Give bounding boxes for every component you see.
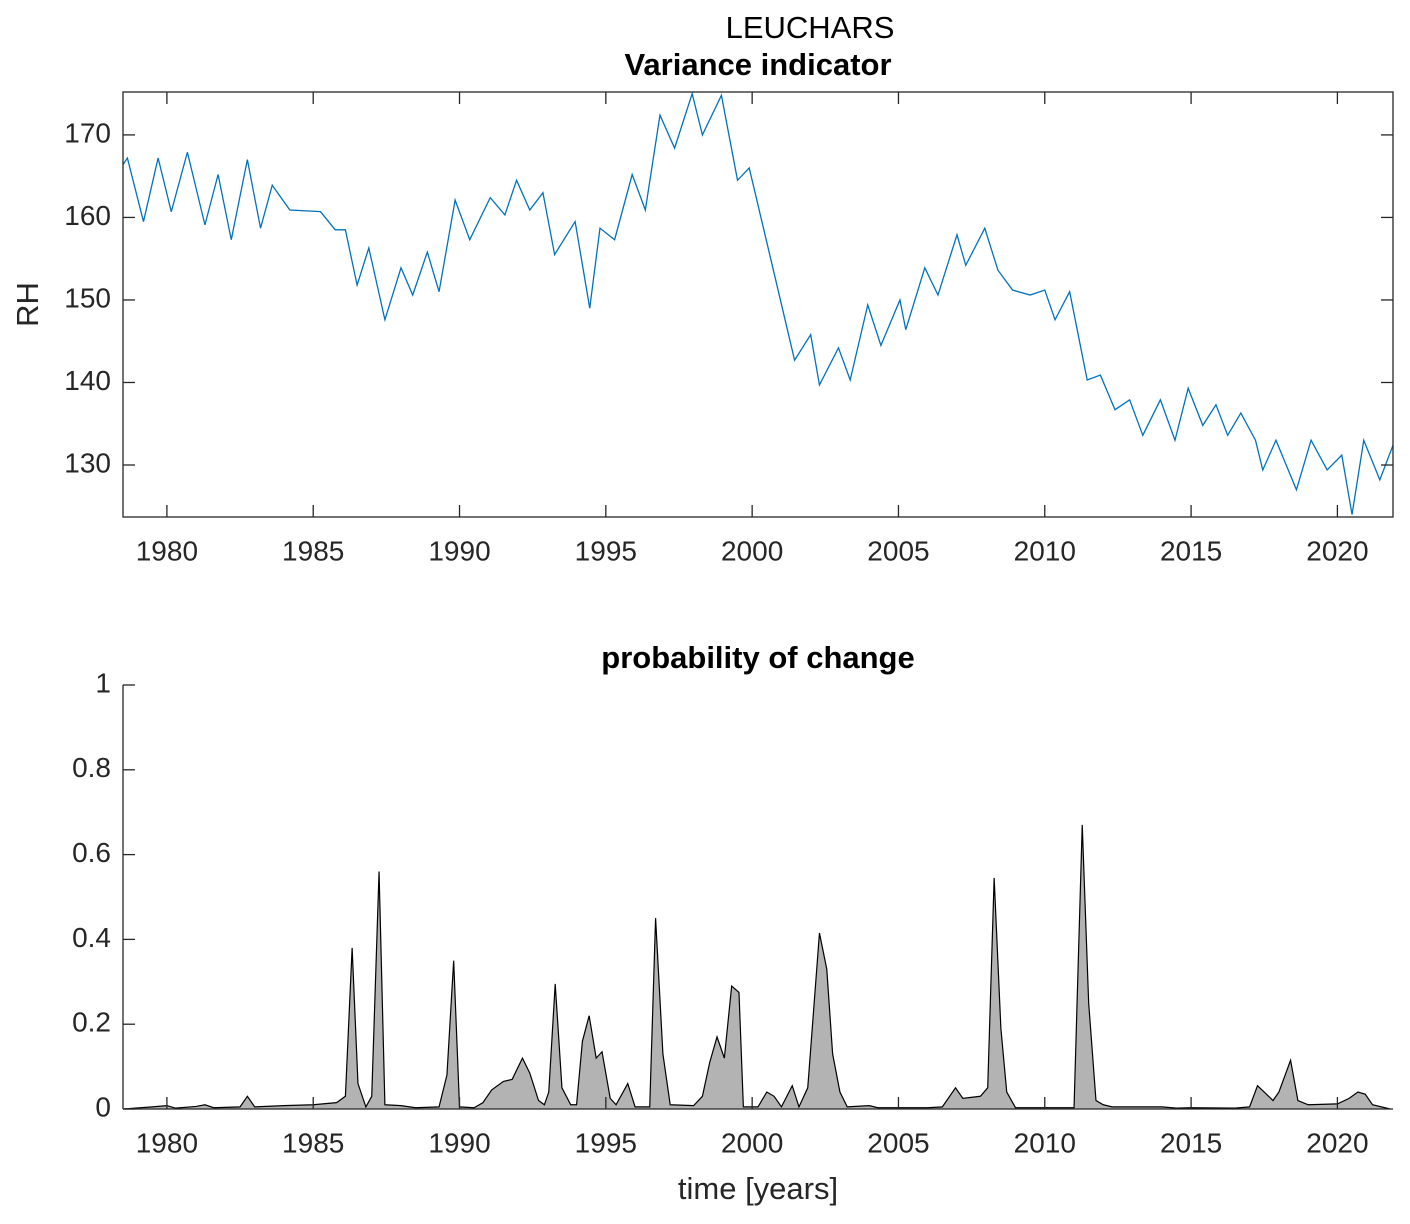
y-tick-label: 1 [95, 667, 111, 698]
x-tick-label: 1990 [428, 1127, 490, 1158]
x-tick-label: 2000 [721, 535, 783, 566]
x-tick-label: 2020 [1306, 535, 1368, 566]
y-tick-label: 0.8 [72, 752, 111, 783]
x-tick-label: 2010 [1014, 1127, 1076, 1158]
y-tick-label: 160 [64, 200, 111, 231]
x-tick-label: 1995 [575, 1127, 637, 1158]
y-tick-label: 150 [64, 282, 111, 313]
x-tick-label: 1985 [282, 1127, 344, 1158]
x-tick-label: 1985 [282, 535, 344, 566]
chart-title: probability of change [601, 640, 914, 675]
x-tick-label: 2000 [721, 1127, 783, 1158]
x-tick-label: 1990 [428, 535, 490, 566]
x-tick-label: 1980 [136, 1127, 198, 1158]
area-fill [123, 824, 1391, 1109]
y-axis-label: RH [10, 282, 45, 327]
x-tick-label: 2005 [867, 1127, 929, 1158]
x-tick-label: 2015 [1160, 1127, 1222, 1158]
y-tick-label: 0 [95, 1091, 111, 1122]
x-tick-label: 1995 [575, 535, 637, 566]
y-tick-label: 0.4 [72, 922, 111, 953]
y-tick-label: 0.6 [72, 837, 111, 868]
chart-title: Variance indicator [624, 47, 891, 82]
x-tick-label: 2015 [1160, 535, 1222, 566]
y-tick-label: 170 [64, 117, 111, 148]
x-axis-label: time [years] [678, 1171, 838, 1206]
x-tick-label: 2020 [1306, 1127, 1368, 1158]
area-outline [123, 824, 1391, 1110]
x-tick-label: 2005 [867, 535, 929, 566]
y-tick-label: 0.2 [72, 1007, 111, 1038]
x-tick-label: 2010 [1014, 535, 1076, 566]
x-tick-label: 1980 [136, 535, 198, 566]
figure-title: LEUCHARS [726, 10, 895, 45]
y-tick-label: 140 [64, 365, 111, 396]
data-line [123, 92, 1393, 515]
y-tick-label: 130 [64, 447, 111, 478]
axes-box [122, 91, 1394, 518]
